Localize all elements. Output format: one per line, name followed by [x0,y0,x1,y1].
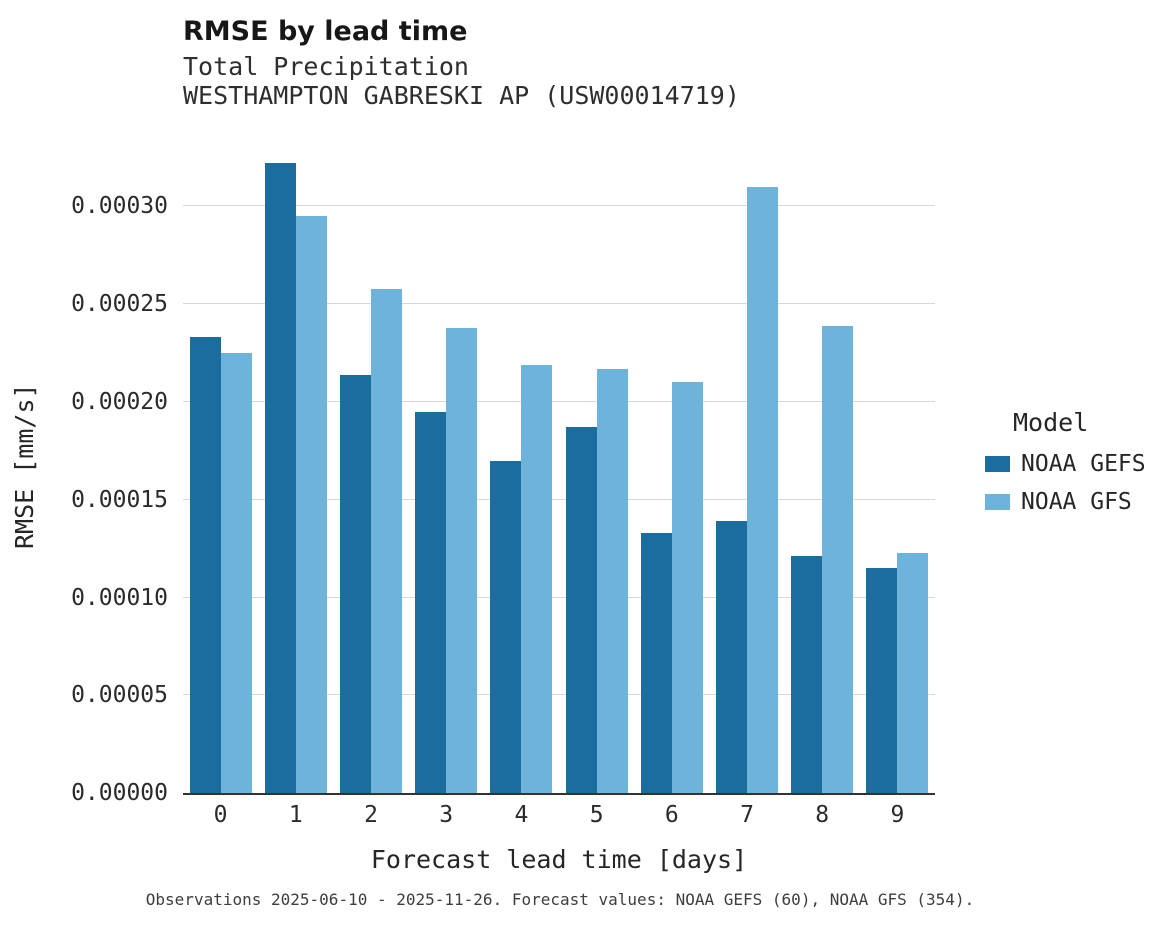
x-tick-label: 2 [364,802,378,828]
bar-noaa-gfs [596,368,628,793]
y-tick-label: 0.00025 [71,291,168,318]
x-tick-label: 6 [664,802,679,828]
bar-noaa-gfs [295,216,327,793]
legend-swatch [985,494,1010,510]
legend-label: NOAA GEFS [1021,451,1146,477]
bar-group [484,140,559,793]
bar-noaa-gfs [897,552,929,793]
y-tick-label: 0.00030 [71,193,168,220]
gridline [183,205,935,207]
gridline [183,498,935,500]
bar-noaa-gefs [415,411,447,793]
y-tick-label: 0.00015 [71,486,168,513]
legend-title: Model [1013,408,1089,437]
x-tick-label: 3 [439,802,454,828]
bar-group [409,140,484,793]
bar-noaa-gefs [340,374,371,793]
bars [183,140,935,793]
x-tick-label: 7 [740,802,754,828]
bar-noaa-gfs [446,327,478,793]
y-tick-label: 0.00010 [71,584,168,611]
y-tick-labels: 0.00000 0.00005 0.00010 0.00015 0.00020 0.000… [20,140,168,806]
x-tick-label: 9 [890,802,905,828]
y-tick-label: 0.00005 [71,682,168,709]
gridline [183,596,935,598]
gridline [183,694,935,696]
bar-group [183,140,258,793]
y-tick-label: 0.00020 [71,388,168,415]
x-tick-label: 4 [514,802,529,828]
bar-group [258,140,333,793]
x-tick-label: 8 [815,802,830,828]
bar-noaa-gefs [791,556,823,793]
chart-subtitle-station: WESTHAMPTON GABRESKI AP (USW00014719) [183,81,740,110]
chart-subtitle-variable: Total Precipitation [183,52,469,81]
legend-swatch [985,456,1010,472]
chart-title: RMSE by lead time [183,16,468,47]
x-tick-label: 0 [213,802,228,828]
bar-noaa-gefs [490,460,522,793]
x-tick-label: 5 [589,802,604,828]
legend-entry: NOAA GEFS [985,451,1170,477]
bar-noaa-gefs [264,163,296,793]
legend-entry: NOAA GFS [985,489,1170,515]
bar-group [709,140,784,793]
bar-group [333,140,408,793]
bar-noaa-gefs [565,427,597,793]
bar-noaa-gfs [371,288,402,793]
legend-label: NOAA GFS [1021,489,1132,515]
bar-noaa-gfs [747,186,779,793]
bar-noaa-gefs [866,568,898,793]
bar-noaa-gfs [822,325,854,793]
gridline [183,303,935,305]
gridline [183,400,935,402]
bar-noaa-gefs [189,337,221,793]
bar-group [860,140,935,793]
x-tick-labels: 0 1 2 3 4 5 6 7 8 9 [183,802,935,828]
bar-noaa-gfs [220,353,252,793]
x-axis-label: Forecast lead time [days] [370,845,748,874]
bar-noaa-gfs [671,382,703,793]
bar-noaa-gfs [521,364,553,793]
legend: Model NOAA GEFS NOAA GFS [985,408,1170,527]
caption: Observations 2025-06-10 - 2025-11-26. Fo… [145,890,975,909]
bar-group [559,140,634,793]
y-tick-label: 0.00000 [71,780,168,806]
bar-group [785,140,860,793]
bar-noaa-gefs [716,521,748,793]
x-tick-label: 1 [288,802,303,828]
plot-area [183,140,935,795]
bar-noaa-gefs [640,532,672,793]
legend-entries: NOAA GEFS NOAA GFS [985,451,1170,515]
bar-group [634,140,709,793]
